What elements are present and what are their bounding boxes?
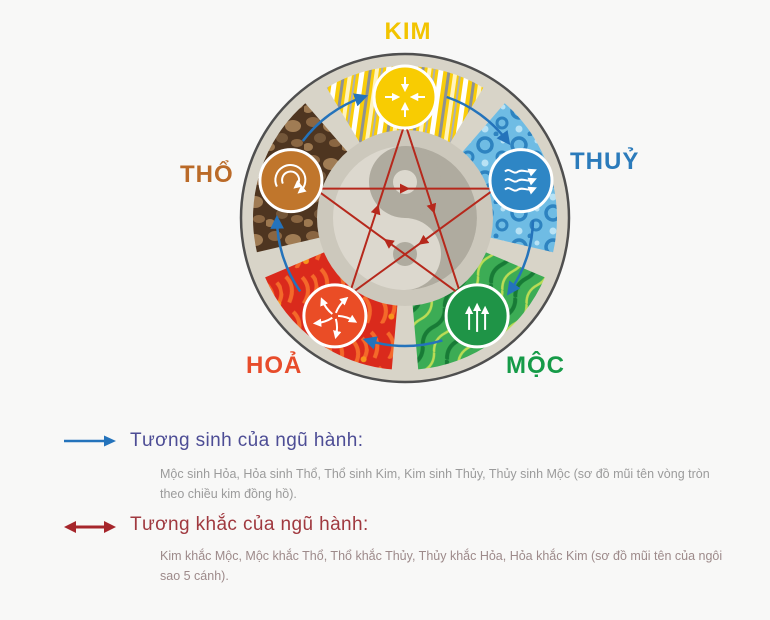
sinh-arrow-tho-kim (301, 93, 369, 142)
khac-line-kim-moc (404, 122, 462, 296)
khac-line-hoa-kim (348, 122, 406, 296)
element-label-hoa: HOẢ (246, 352, 303, 379)
khac-arrow-icon (64, 519, 116, 540)
sinh-section-description: Mộc sinh Hỏa, Hỏa sinh Thổ, Thổ sinh Kim… (160, 467, 710, 502)
sinh-arrow-thuy-moc (506, 220, 535, 296)
earth-spiral-arrows-icon (258, 148, 324, 214)
element-label-kim: KIM (384, 18, 432, 45)
khac-section-description: Kim khắc Mộc, Mộc khắc Thổ, Thổ khắc Thủ… (160, 549, 723, 584)
khac-cycle-star (314, 122, 496, 296)
sinh-arrow-hoa-tho (270, 215, 302, 293)
wood-upward-arrows-icon (444, 283, 510, 349)
yin-yang-symbol (317, 130, 493, 306)
water-wave-arrows-icon (488, 148, 554, 214)
element-label-tho: THỔ (180, 161, 234, 188)
sinh-arrow-kim-thuy (446, 95, 511, 146)
sinh-arrow-moc-hoa (362, 336, 443, 350)
elements-wheel (239, 52, 571, 384)
sinh-section-title: Tương sinh của ngũ hành: (130, 430, 364, 451)
element-label-moc: MỘC (506, 352, 565, 379)
element-label-thuy: THUỶ (570, 148, 640, 175)
sinh-arrow-icon (64, 434, 116, 453)
fire-radiating-arrows-icon (302, 283, 368, 349)
khac-line-thuy-hoa (348, 187, 496, 296)
metal-converging-arrows-icon (372, 64, 438, 130)
khac-line-moc-tho (314, 187, 462, 296)
khac-section-title: Tương khắc của ngũ hành: (130, 514, 369, 535)
sinh-cycle-arrows (270, 93, 535, 350)
